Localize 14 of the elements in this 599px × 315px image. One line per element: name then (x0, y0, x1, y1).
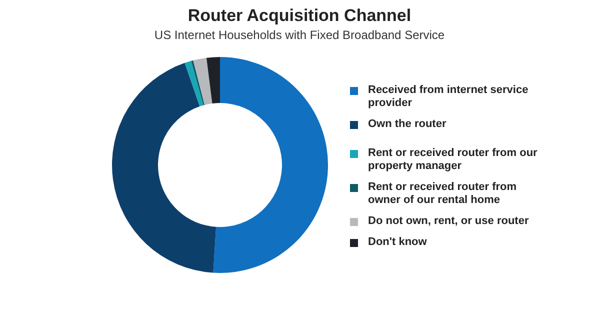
legend-label: Rent or received router from owner of our rental home (368, 180, 518, 206)
legend-label: Do not own, rent, or use router (368, 214, 529, 228)
donut-slice (184, 60, 204, 106)
legend-label: Rent or received router from our property manager (368, 146, 538, 172)
legend-label: Received from internet service provider (368, 84, 530, 110)
chart-title: Router Acquisition Channel (186, 6, 412, 26)
donut-slice (191, 60, 205, 106)
legend-label: Own the router (368, 118, 446, 130)
donut-slice (193, 58, 212, 105)
donut-slice (206, 57, 220, 104)
donut-slice (213, 57, 328, 273)
donut-slice (112, 62, 216, 273)
chart-subtitle: US Internet Households with Fixed Broadband Service (153, 28, 446, 42)
legend-label: Don't know (368, 236, 427, 248)
